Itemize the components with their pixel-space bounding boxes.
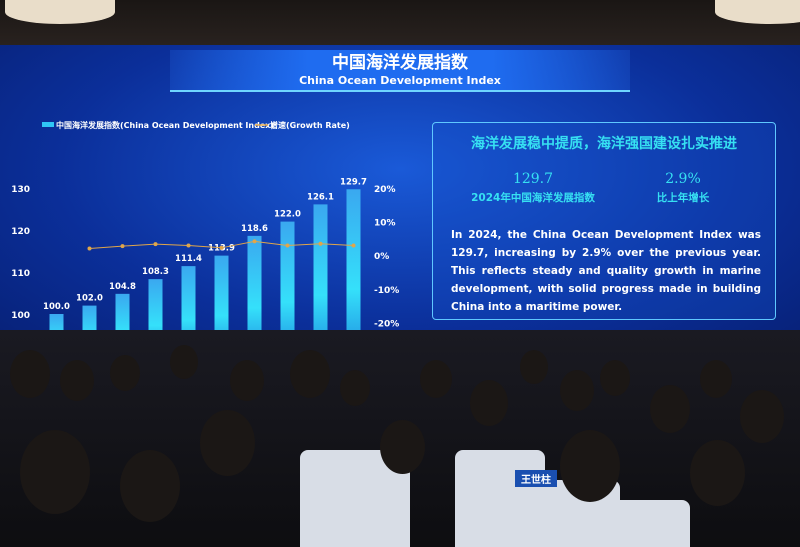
y2-tick-label: -20% [374, 319, 399, 329]
growth-rate-point [318, 241, 323, 246]
audience-member [700, 360, 732, 399]
legend-line-label: 增速(Growth Rate) [270, 120, 350, 130]
growth-rate-point [87, 246, 92, 251]
name-badge: 王世柱 [515, 470, 557, 487]
bar [214, 255, 229, 340]
y2-tick-label: 10% [374, 219, 396, 229]
ceiling [0, 0, 800, 50]
title-cn: 中国海洋发展指数 [332, 53, 468, 73]
stat-index: 129.7 2024年中国海洋发展指数 [453, 171, 613, 205]
audience-member [110, 355, 140, 391]
stat-label: 2024年中国海洋发展指数 [471, 192, 595, 204]
summary-panel: 海洋发展稳中提质，海洋强国建设扎实推进 129.7 2024年中国海洋发展指数 … [432, 122, 776, 320]
bar-value-label: 129.7 [340, 177, 367, 187]
audience-member [340, 370, 370, 406]
audience-member [470, 380, 508, 426]
chair [455, 450, 545, 547]
stat-growth: 2.9% 比上年增长 [603, 171, 763, 205]
y2-tick-label: 0% [374, 252, 389, 262]
chair [600, 500, 690, 547]
y-tick-label: 130 [11, 185, 30, 195]
bar [148, 279, 163, 340]
y2-tick-label: 20% [374, 185, 396, 195]
title-banner: 中国海洋发展指数 China Ocean Development Index [170, 50, 630, 92]
bar-value-label: 104.8 [109, 282, 136, 292]
panel-body-text: In 2024, the China Ocean Development Ind… [451, 229, 761, 313]
stat-label: 比上年增长 [656, 192, 710, 204]
audience-member [200, 410, 255, 476]
audience-member [740, 390, 784, 443]
audience-member [420, 360, 452, 399]
audience-member [600, 360, 630, 396]
y-tick-label: 110 [11, 269, 30, 279]
bar [313, 204, 328, 340]
growth-rate-point [120, 244, 125, 249]
audience-member [380, 420, 425, 474]
bar-value-label: 126.1 [307, 192, 334, 202]
bar [247, 235, 262, 340]
audience-member [20, 430, 90, 514]
ceiling-lamp [715, 0, 800, 24]
y-tick-label: 100 [11, 311, 30, 321]
bar [280, 221, 295, 340]
audience-member [290, 350, 330, 398]
title-en: China Ocean Development Index [299, 74, 501, 87]
stat-value: 129.7 [512, 171, 554, 187]
presentation-screen: 中国海洋发展指数 China Ocean Development Index 9… [0, 45, 800, 355]
audience-member [560, 370, 594, 411]
audience: 王世柱 [0, 330, 800, 547]
bar [181, 266, 196, 340]
growth-rate-point [351, 243, 356, 248]
ceiling-lamp [5, 0, 115, 24]
bar-value-label: 122.0 [274, 210, 301, 220]
growth-rate-point [252, 239, 257, 244]
bar-value-label: 111.4 [175, 254, 202, 264]
growth-rate-point [285, 243, 290, 248]
audience-member [10, 350, 50, 398]
panel-heading: 海洋发展稳中提质，海洋强国建设扎实推进 [471, 136, 737, 152]
audience-member [520, 350, 548, 384]
bar-value-label: 100.0 [43, 302, 70, 312]
bar [115, 293, 130, 340]
bar [346, 189, 361, 340]
legend-bar-label: 中国海洋发展指数(China Ocean Development Index) [56, 120, 274, 130]
growth-rate-point [186, 243, 191, 248]
bar-value-label: 102.0 [76, 294, 103, 304]
growth-rate-point [219, 245, 224, 250]
bar-value-label: 108.3 [142, 267, 169, 277]
audience-member [170, 345, 198, 379]
audience-member [650, 385, 690, 433]
growth-rate-point [153, 242, 158, 247]
bar-value-label: 118.6 [241, 224, 268, 234]
audience-member [230, 360, 264, 401]
legend-bar-swatch [42, 122, 54, 127]
y2-tick-label: -10% [374, 286, 399, 296]
index-chart: 90100110120130-30%-20%-10%0%10%20%中国海洋发展… [11, 120, 399, 340]
audience-member [60, 360, 94, 401]
audience-member [560, 430, 620, 502]
y-tick-label: 120 [11, 227, 30, 237]
audience-member [690, 440, 745, 506]
stat-value: 2.9% [665, 171, 701, 187]
audience-member [120, 450, 180, 522]
